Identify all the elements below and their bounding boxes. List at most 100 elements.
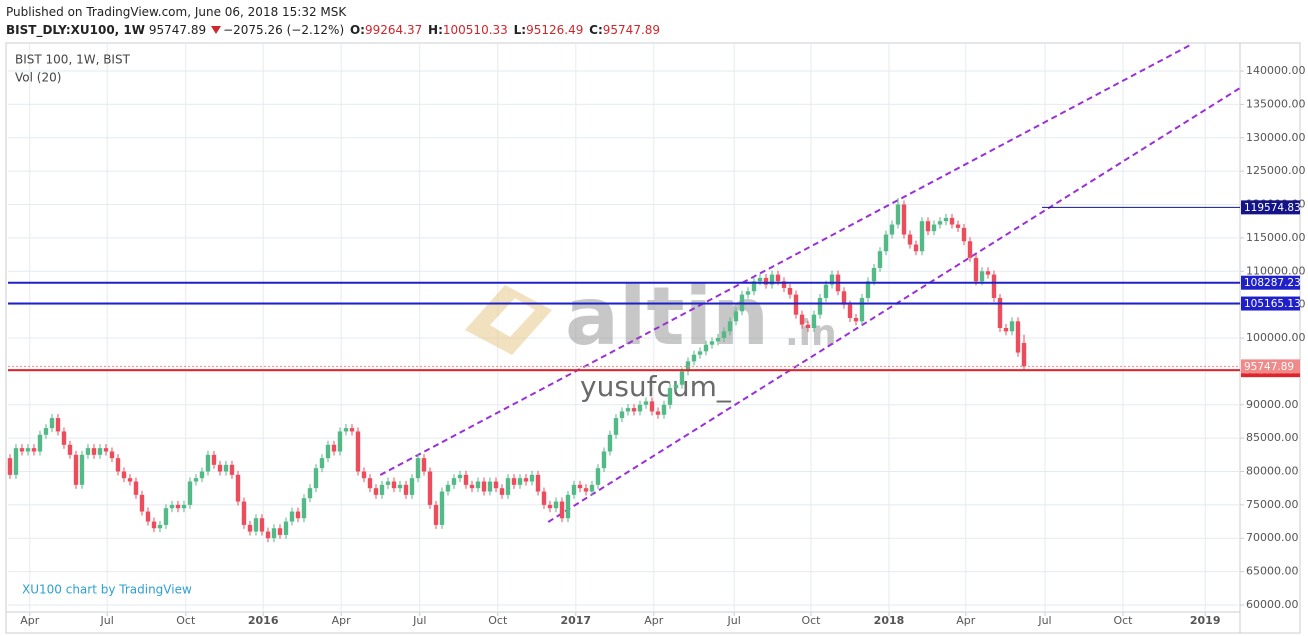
candle-body [157,524,163,529]
candle-body [703,344,709,352]
candle-body [511,478,517,485]
candle-body [1021,342,1027,367]
candle-body [613,418,619,435]
candle-body [715,338,721,342]
down-arrow [211,26,222,34]
candle-body [265,531,271,539]
candle-body [595,468,601,485]
candle-body [931,224,937,232]
change: −2075.26 (−2.12%) [223,23,345,37]
candle-body [55,418,61,432]
candle-body [319,458,325,469]
indicator-label: Vol (20) [15,71,61,85]
candle-body [115,458,121,472]
candle-body [649,401,655,412]
watermark-logo-inner [490,298,535,337]
candle-body [577,484,583,489]
candle-body [589,484,595,492]
candle-body [445,484,451,492]
candle-body [43,428,49,435]
x-tick-label: Jul [100,614,114,627]
candle-body [91,448,97,455]
candle-body [943,217,949,222]
close: 95747.89 [602,23,661,37]
candle-body [841,291,847,305]
candle-body [757,277,763,282]
candle-body [619,411,625,419]
candle-body [73,454,79,485]
x-tick-label: 2017 [560,614,591,627]
candle-body [415,458,421,479]
last-price-box [1241,359,1300,374]
candle-body [769,274,775,285]
candle-body [205,454,211,472]
candle-body [241,501,247,525]
candle-body [409,478,415,495]
candle-body [433,504,439,525]
candle-body [37,434,43,452]
candle-body [277,528,283,535]
low: 95126.49 [526,23,584,37]
candle-body [637,404,643,412]
candle-body [829,274,835,285]
candle-body [979,271,985,282]
candle-body [355,431,361,472]
chart-title: BIST 100, 1W, BIST [15,53,131,67]
candle-body [475,481,481,489]
candle-body [949,217,955,225]
x-tick-label: Oct [1113,614,1133,627]
x-tick-label: Jul [727,614,741,627]
plot [7,44,1241,543]
o-prefix: O: [349,23,365,37]
x-tick-label: Oct [488,614,508,627]
candle-body [517,478,523,485]
candle-body [7,458,13,475]
candle-body [925,221,931,232]
candle-body [913,244,919,252]
candle-body [307,488,313,499]
y-tick-label: 65000.00 [1246,565,1299,578]
candle-body [1015,321,1021,353]
y-tick-label: 75000.00 [1246,498,1299,511]
candle-body [691,354,697,362]
channel-line [547,87,1241,523]
candle-body [439,491,445,525]
y-tick-label: 125000.00 [1246,164,1306,177]
candle-body [685,361,691,372]
quote-line: BIST_DLY:XU100, 1W 95747.89 −2075.26 (−2.… [6,21,662,39]
candle-body [325,444,331,459]
candle-body [751,281,757,292]
candle-body [889,224,895,235]
c-prefix: C: [589,23,603,37]
candle-body [187,481,193,505]
candle-body [547,504,553,509]
candle-body [727,321,733,332]
candle-body [499,488,505,495]
candle-body [853,317,859,322]
candle-body [31,448,37,452]
candle-body [133,481,139,495]
candle-body [229,464,235,475]
candle-body [505,478,511,495]
candle-body [373,488,379,495]
candle-body [799,314,805,325]
candle-body [643,401,649,405]
candle-body [181,504,187,509]
candle-body [631,408,637,412]
y-tick-label: 100000.00 [1246,331,1306,344]
watermark-text: altin [565,270,769,363]
candle-body [487,481,493,492]
candle-body [259,518,265,532]
candle-body [391,481,397,489]
x-tick-label: Apr [332,614,352,627]
candle-body [49,418,55,429]
candle-body [745,291,751,295]
candle-body [601,451,607,469]
candle-body [565,494,571,519]
candle-body [283,521,289,535]
candle-body [1003,328,1009,332]
candle-body [901,204,907,235]
candle-body [217,464,223,472]
candle-body [733,311,739,322]
